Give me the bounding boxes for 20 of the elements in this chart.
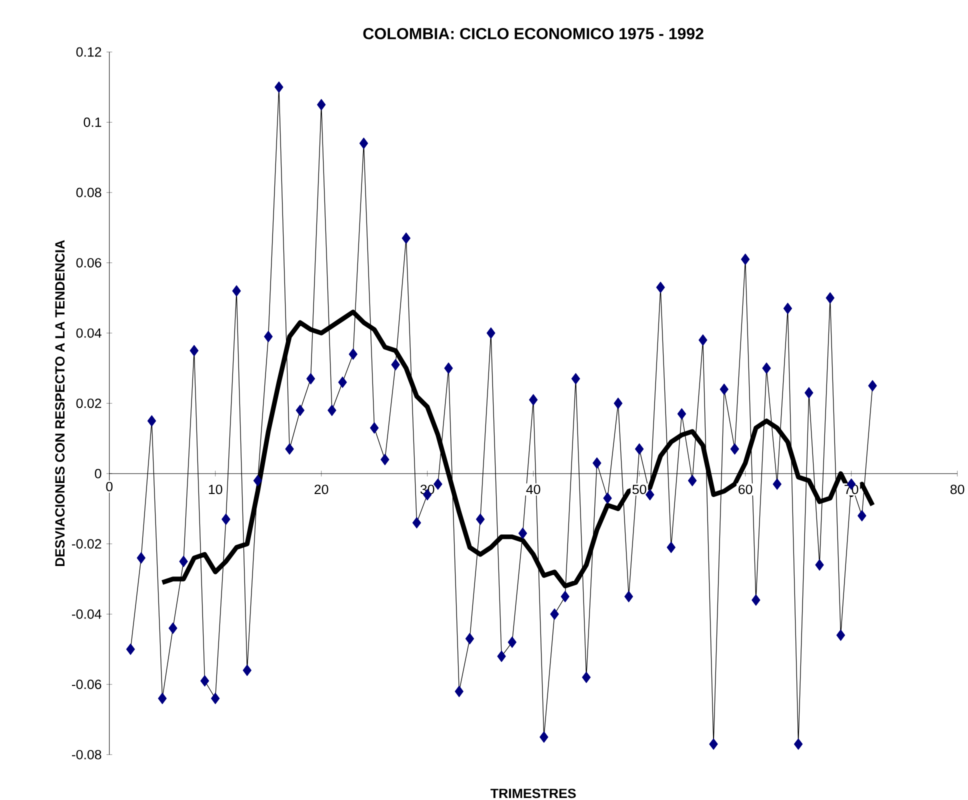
y-tick-label: 0.08 xyxy=(76,188,102,198)
x-tick-label: 20 xyxy=(314,484,328,494)
y-tick-label: 0 xyxy=(94,468,102,478)
y-tick-label: -0.08 xyxy=(72,750,102,760)
y-tick-label: 0.02 xyxy=(76,398,102,408)
x-tick-label: 80 xyxy=(950,484,964,494)
chart-title: COLOMBIA: CICLO ECONOMICO 1975 - 1992 xyxy=(363,28,704,40)
x-tick-label: 0 xyxy=(106,482,113,492)
y-axis-title: DESVIACIONES CON RESPECTO A LA TENDENCIA xyxy=(55,240,65,566)
x-tick-label: 40 xyxy=(526,484,540,494)
y-tick-label: -0.04 xyxy=(72,609,102,619)
y-tick-label: 0.06 xyxy=(76,258,102,268)
y-tick-label: -0.06 xyxy=(72,680,102,690)
x-tick-label: 60 xyxy=(738,484,752,494)
y-tick-label: 0.12 xyxy=(76,47,102,57)
y-tick-label: -0.02 xyxy=(72,539,102,549)
x-tick-label: 10 xyxy=(208,484,222,494)
y-tick-label: 0.1 xyxy=(84,118,102,127)
y-tick-label: 0.04 xyxy=(76,328,102,338)
x-axis-title: TRIMESTRES xyxy=(490,788,576,798)
